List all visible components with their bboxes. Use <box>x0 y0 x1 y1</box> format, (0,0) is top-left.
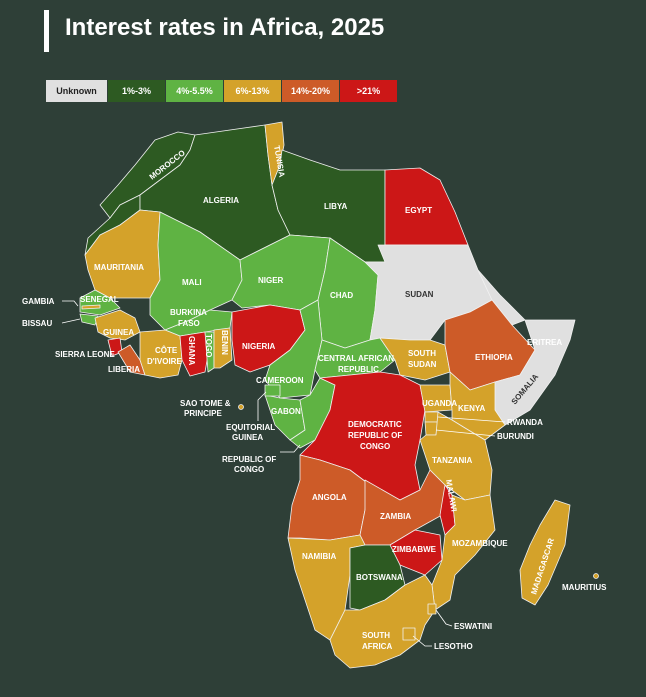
label-south-africa-1: SOUTH <box>362 631 390 640</box>
region-lesotho <box>402 627 416 641</box>
label-drc-3: CONGO <box>360 442 390 451</box>
label-ghana: GHANA <box>187 336 196 366</box>
label-lesotho: LESOTHO <box>434 642 473 651</box>
label-mauritius: MAURITIUS <box>562 583 607 592</box>
label-botswana: BOTSWANA <box>356 573 403 582</box>
label-cote-1: CÔTE <box>155 346 178 355</box>
leader-eq-guinea <box>257 391 267 421</box>
leader-bissau <box>61 318 81 324</box>
label-sierra-leone: SIERRA LEONE <box>55 350 115 359</box>
label-liberia: LIBERIA <box>108 365 140 374</box>
label-namibia: NAMIBIA <box>302 552 336 561</box>
label-guinea: GUINEA <box>103 328 134 337</box>
legend-item-6-13: 6%-13% <box>224 80 282 102</box>
label-cote-2: D'IVOIRE <box>147 357 182 366</box>
region-mauritania <box>84 209 161 299</box>
label-gambia: GAMBIA <box>22 297 55 306</box>
title-accent-bar <box>44 10 49 52</box>
label-zambia: ZAMBIA <box>380 512 411 521</box>
legend-item-14-20: 14%-20% <box>282 80 340 102</box>
region-madagascar <box>519 499 571 606</box>
leader-gambia <box>62 300 79 307</box>
label-burkina-1: BURKINA <box>170 308 207 317</box>
label-bissau: BISSAU <box>22 319 52 328</box>
legend-item-over-21: >21% <box>340 80 398 102</box>
label-eq-guinea-2: GUINEA <box>232 433 263 442</box>
label-mauritania: MAURITANIA <box>94 263 144 272</box>
label-sao-tome-2: PRINCIPE <box>184 409 222 418</box>
label-south-sudan-1: SOUTH <box>408 349 436 358</box>
leader-rwanda <box>437 416 506 423</box>
region-eswatini <box>427 603 437 615</box>
label-burundi: BURUNDI <box>497 432 534 441</box>
legend-item-1-3: 1%-3% <box>108 80 166 102</box>
label-senegal: SENEGAL <box>80 295 119 304</box>
region-eritrea <box>477 269 526 326</box>
label-south-sudan-2: SUDAN <box>408 360 437 369</box>
label-car-1: CENTRAL AFRICAN <box>318 354 394 363</box>
label-eswatini: ESWATINI <box>454 622 492 631</box>
label-benin: BENIN <box>220 330 229 355</box>
label-south-africa-2: AFRICA <box>362 642 392 651</box>
label-gabon: GABON <box>271 407 301 416</box>
label-ethiopia: ETHIOPIA <box>475 353 513 362</box>
label-rwanda: RWANDA <box>507 418 543 427</box>
label-drc-1: DEMOCRATIC <box>348 420 402 429</box>
label-drc-2: REPUBLIC OF <box>348 431 402 440</box>
leader-rep-congo <box>280 444 301 453</box>
label-eritrea: ERITREA <box>527 338 562 347</box>
label-nigeria: NIGERIA <box>242 342 276 351</box>
label-rep-congo-2: CONGO <box>234 465 264 474</box>
region-rwanda <box>424 411 439 423</box>
label-sao-tome-1: SAO TOME & <box>180 399 231 408</box>
label-sudan: SUDAN <box>405 290 434 299</box>
region-bissau <box>79 313 99 326</box>
label-niger: NIGER <box>258 276 284 285</box>
region-south-africa <box>329 574 436 669</box>
region-sao-tome <box>238 404 244 410</box>
legend-item-4-5: 4%-5.5% <box>166 80 224 102</box>
region-car <box>314 337 396 379</box>
label-eq-guinea-1: EQUITORIAL <box>226 423 275 432</box>
label-egypt: EGYPT <box>405 206 432 215</box>
label-cameroon: CAMEROON <box>256 376 304 385</box>
label-chad: CHAD <box>330 291 353 300</box>
label-burkina-2: FASO <box>178 319 200 328</box>
label-mozambique: MOZAMBIQUE <box>452 539 508 548</box>
leader-eswatini <box>435 609 453 627</box>
label-algeria: ALGERIA <box>203 196 239 205</box>
label-tanzania: TANZANIA <box>432 456 473 465</box>
region-namibia <box>287 534 366 641</box>
label-togo: TOGO <box>204 334 213 357</box>
label-kenya: KENYA <box>458 404 485 413</box>
region-mauritius <box>593 573 599 579</box>
region-gabon <box>264 394 306 441</box>
region-cote-divoire <box>139 329 183 379</box>
leader-lesotho <box>412 635 432 647</box>
legend: Unknown 1%-3% 4%-5.5% 6%-13% 14%-20% >21… <box>46 80 398 102</box>
region-zambia <box>359 469 446 546</box>
region-gambia <box>81 304 101 310</box>
label-rep-congo-1: REPUBLIC OF <box>222 455 276 464</box>
label-angola: ANGOLA <box>312 493 347 502</box>
region-eq-guinea <box>264 384 281 397</box>
legend-item-unknown: Unknown <box>46 80 108 102</box>
map-title: Interest rates in Africa, 2025 <box>65 14 385 41</box>
region-guinea <box>94 309 141 341</box>
label-car-2: REPUBLIC <box>338 365 379 374</box>
region-benin <box>213 327 233 369</box>
label-mali: MALI <box>182 278 202 287</box>
label-zimbabwe: ZIMBABWE <box>392 545 437 554</box>
label-libya: LIBYA <box>324 202 347 211</box>
label-uganda: UGANDA <box>422 399 457 408</box>
leader-burundi <box>435 429 496 437</box>
